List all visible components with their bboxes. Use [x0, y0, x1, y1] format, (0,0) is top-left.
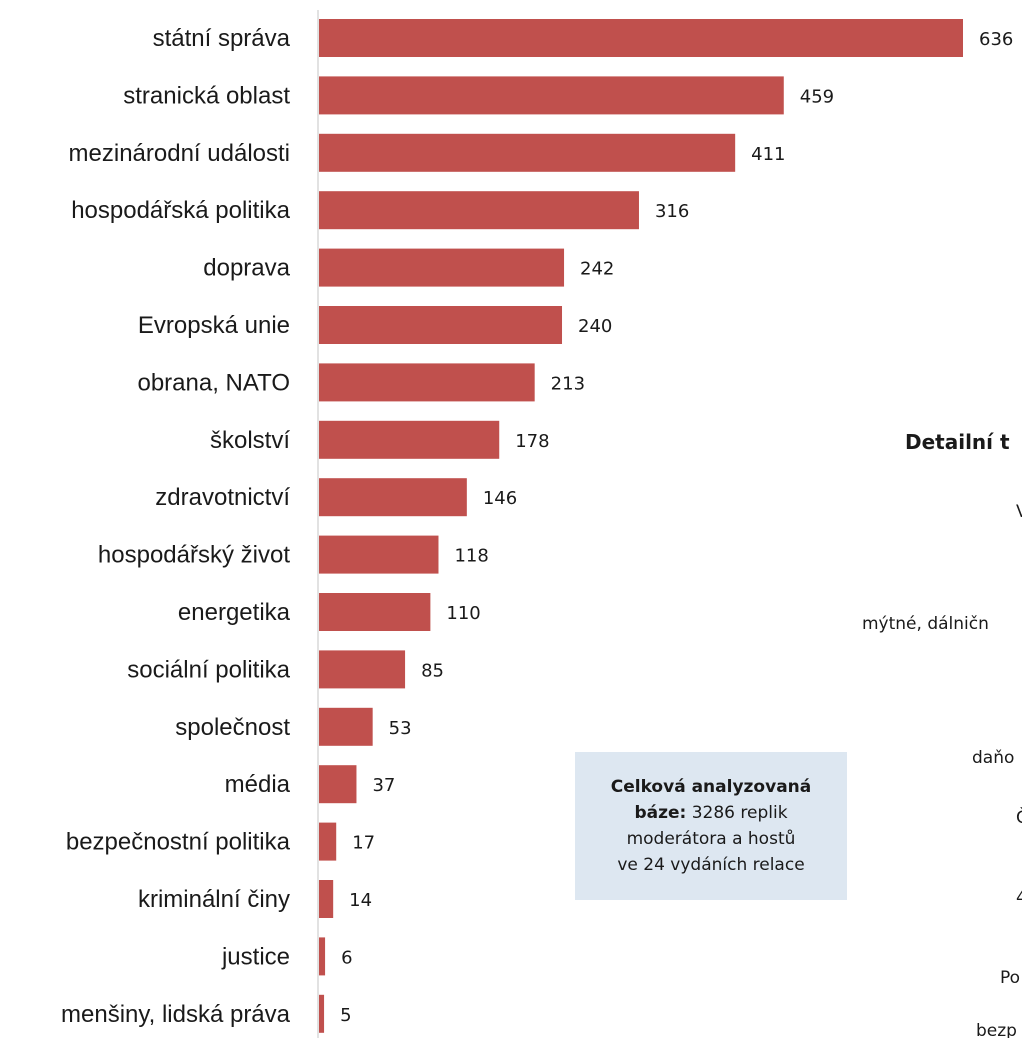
data-label: 53 [389, 718, 412, 739]
data-label: 118 [454, 546, 488, 567]
note-line-4: ve 24 vydáních relace [617, 855, 805, 875]
note-bold-1: Celková analyzovaná [610, 777, 812, 797]
bar [319, 420, 500, 459]
category-label: sociální politika [127, 656, 290, 683]
bar [319, 535, 439, 574]
side-fragment: bezp [976, 1021, 1017, 1038]
category-label: společnost [175, 714, 290, 741]
note-line-2: báze: 3286 replik [634, 800, 787, 826]
data-label: 178 [515, 431, 549, 452]
data-label: 17 [352, 833, 375, 854]
category-label: mezinárodní události [69, 140, 290, 167]
side-fragment: Č [1016, 806, 1022, 828]
data-label: 14 [349, 890, 372, 911]
data-label: 459 [800, 86, 834, 107]
data-label: 37 [372, 775, 395, 796]
bar [319, 650, 406, 689]
bar [319, 994, 325, 1033]
bar [319, 133, 736, 172]
category-label: školství [210, 427, 290, 454]
category-label: média [225, 771, 291, 798]
category-label: justice [221, 943, 290, 970]
data-label: 5 [340, 1005, 351, 1026]
category-label: menšiny, lidská práva [61, 1001, 291, 1028]
bar [319, 478, 467, 517]
category-label: stranická oblast [123, 82, 290, 109]
note-bold-2: báze: [634, 803, 687, 823]
data-label: 240 [578, 316, 612, 337]
data-label: 85 [421, 660, 444, 681]
bar [319, 822, 337, 861]
bar [319, 765, 357, 804]
category-label: Evropská unie [138, 312, 290, 339]
bar [319, 19, 963, 57]
category-label: obrana, NATO [137, 369, 290, 396]
side-panel: Detailní t V mýtné, dálničn daňo Č 4 Po … [862, 430, 1022, 1038]
category-label: energetika [178, 599, 291, 626]
data-label: 6 [341, 947, 352, 968]
note-line-3: moderátora a hostů [626, 829, 796, 849]
data-label: 213 [551, 373, 585, 394]
bar [319, 937, 326, 976]
bar [319, 248, 565, 287]
side-fragment: daňo [972, 748, 1014, 768]
bar [319, 76, 784, 115]
side-panel-title: Detailní t [905, 430, 1010, 454]
note-text-2: 3286 replik [686, 803, 788, 823]
side-fragment: V [1016, 502, 1022, 522]
bar [319, 880, 334, 918]
side-fragment: mýtné, dálničn [862, 614, 989, 634]
bars-group [319, 19, 963, 1033]
data-label: 411 [751, 144, 785, 165]
bar [319, 191, 639, 230]
data-label: 146 [483, 488, 517, 509]
category-label: zdravotnictví [155, 484, 290, 511]
side-fragment: Po [1000, 968, 1020, 988]
category-label: bezpečnostní politika [66, 829, 291, 856]
data-label: 242 [580, 259, 614, 280]
bar [319, 593, 431, 631]
side-fragment: 4 [1016, 888, 1022, 908]
bar [319, 306, 563, 344]
data-label: 316 [655, 201, 689, 222]
category-labels-group: státní správa stranická oblast mezinárodní… [61, 25, 291, 1028]
note-line-1: Celková analyzovaná [611, 774, 812, 800]
base-info-box: Celková analyzovaná báze: 3286 replik mo… [575, 752, 847, 900]
category-label: hospodářský život [98, 542, 290, 569]
bar [319, 363, 535, 402]
category-label: hospodářská politika [71, 197, 290, 224]
data-label: 110 [446, 603, 480, 624]
data-labels-group: 6364594113162422402131781461181108553371… [340, 29, 1013, 1026]
category-label: doprava [203, 255, 290, 282]
data-label: 636 [979, 29, 1013, 50]
category-label: kriminální činy [138, 886, 290, 913]
bar [319, 707, 373, 746]
category-label: státní správa [153, 25, 291, 52]
